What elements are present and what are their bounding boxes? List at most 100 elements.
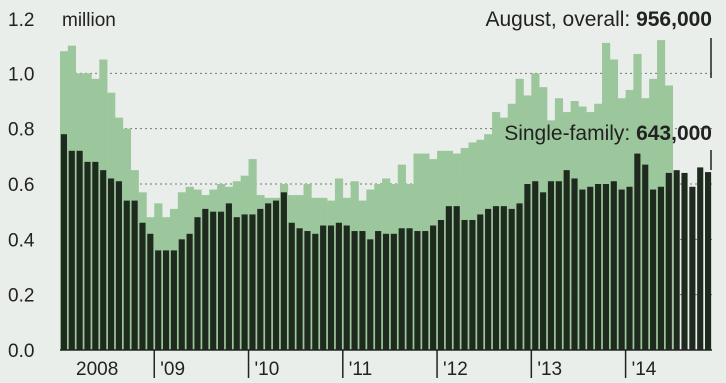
single-family-bar [249,214,256,350]
single-family-bar [618,189,625,350]
single-family-bar [437,219,445,350]
single-family-bar [351,231,358,350]
single-family-annotation-value: 643,000 [636,122,712,145]
single-family-bar [170,250,177,350]
single-family-bar [657,186,665,350]
single-family-bar [162,250,170,350]
single-family-bar [84,161,91,350]
single-family-bar [430,225,437,350]
y-tick-label: 1.0 [8,64,34,85]
single-family-bar [272,200,280,350]
single-family-bar [398,228,405,350]
single-family-bar [131,200,138,350]
single-family-bar [500,206,507,350]
single-family-bar [689,186,696,350]
single-family-bar [241,214,248,350]
single-family-bar [390,233,397,350]
y-tick-label: 0.8 [8,120,34,141]
single-family-bar [217,211,225,350]
single-family-bar [210,211,217,350]
single-family-bar [92,161,99,350]
x-tick-label: '12 [443,359,468,380]
single-family-bar [414,231,421,350]
single-family-bar [335,222,342,350]
single-family-bar [115,181,122,350]
single-family-bar [524,184,531,350]
single-family-bar [532,181,539,350]
single-family-bar [492,206,500,350]
single-family-bar [406,228,413,350]
single-family-bar [563,170,570,350]
x-tick-label: '14 [632,359,657,380]
single-family-bar [60,134,67,350]
single-family-bar [508,208,515,350]
single-family-bar [233,217,240,350]
single-family-bar [469,219,476,350]
single-family-bar [477,214,484,350]
single-family-bar [327,225,335,350]
single-family-bar [265,203,272,350]
single-family-bar [595,184,602,350]
y-tick-label: 0.6 [8,175,34,196]
overall-annotation: August, overall: 956,000 [485,8,712,31]
single-family-bar [461,219,468,350]
single-family-bar [186,233,193,350]
single-family-bar [610,181,617,350]
x-tick-label: 2008 [76,359,118,380]
single-family-bar [697,167,704,350]
single-family-bar [288,222,295,350]
single-family-bar [367,239,374,350]
single-family-annotation: Single-family: 643,000 [504,122,712,145]
single-family-bar [665,172,672,350]
y-axis-unit-label: million [62,10,116,31]
single-family-bar [485,208,492,350]
single-family-bar [194,217,201,350]
single-family-bar [634,153,641,350]
single-family-bar [280,192,287,350]
single-family-bar [123,200,130,350]
x-tick-label: '09 [160,359,185,380]
single-family-bar [681,172,688,350]
single-family-bar [445,206,452,350]
y-tick-label: 1.2 [8,10,34,31]
single-family-bar [257,208,264,350]
single-family-bar [587,186,594,350]
single-family-bar [107,178,115,350]
single-family-bar [100,170,107,350]
single-family-bar [320,225,327,350]
overall-annotation-value: 956,000 [636,8,712,31]
y-axis-ticks: 0.0 0.2 0.4 0.6 0.8 1.0 1.2 [8,10,35,362]
single-family-bar [705,172,712,350]
y-tick-label: 0.0 [8,341,34,362]
x-tick-label: '13 [537,359,562,380]
single-family-series [60,134,712,350]
x-tick-label: '10 [255,359,280,380]
single-family-bar [155,250,162,350]
single-family-bar [178,239,185,350]
single-family-bar [76,150,83,350]
single-family-bar [453,206,460,350]
single-family-bar [202,208,209,350]
single-family-bar [382,233,390,350]
single-family-bar [147,233,154,350]
single-family-bar [225,203,232,350]
single-family-bar [343,225,350,350]
single-family-bar [312,233,319,350]
single-family-bar [304,231,311,350]
single-family-bar [359,231,366,350]
single-family-bar [571,178,578,350]
single-family-annotation-label: Single-family: [504,122,630,145]
x-tick-label: '11 [349,359,372,380]
y-tick-label: 0.4 [8,230,35,251]
overall-annotation-label: August, overall: [485,8,630,31]
single-family-bar [68,150,75,350]
single-family-bar [579,189,586,350]
single-family-bar [650,189,657,350]
single-family-bar [540,192,547,350]
single-family-bar [673,170,680,350]
single-family-bar [375,231,382,350]
single-family-bar [602,184,610,350]
y-tick-label: 0.2 [8,286,34,307]
single-family-bar [422,231,429,350]
